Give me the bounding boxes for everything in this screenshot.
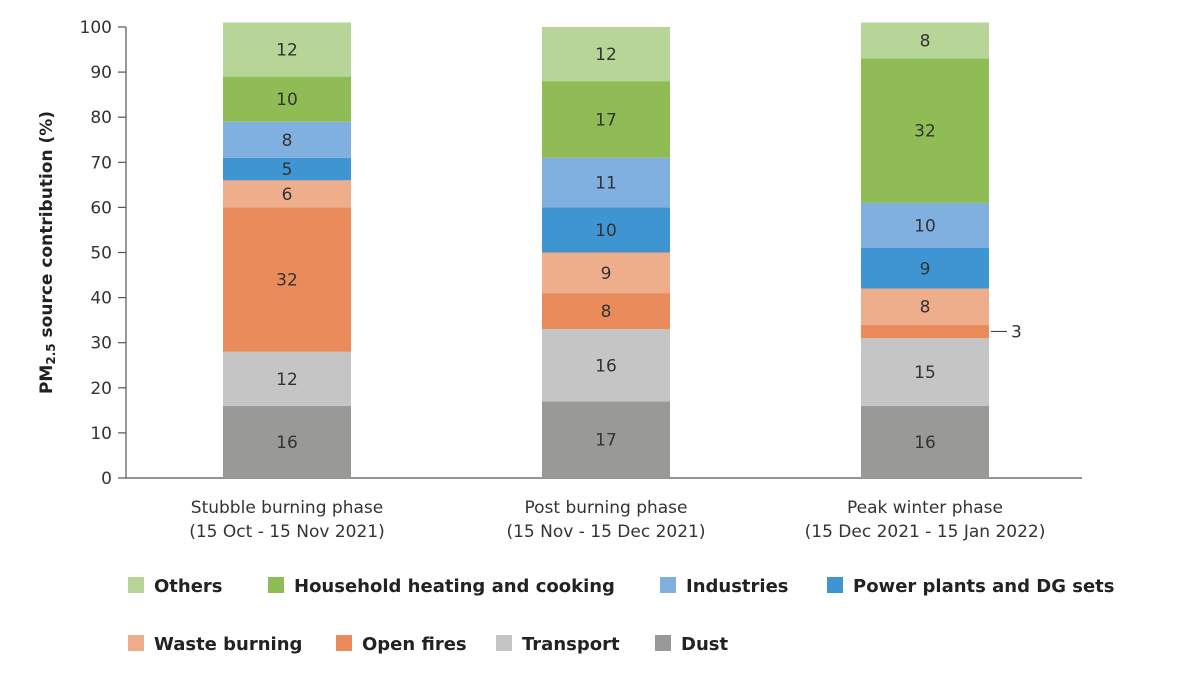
bar-segment-transport xyxy=(542,329,670,402)
y-tick-label: 70 xyxy=(90,153,112,173)
legend-label: Household heating and cooking xyxy=(294,576,615,597)
legend-item-dust: Dust xyxy=(655,634,728,655)
data-label: 32 xyxy=(914,122,936,142)
bar-segment-open-fires xyxy=(861,324,989,339)
data-label: 12 xyxy=(276,41,298,61)
legend-item-industries: Industries xyxy=(660,576,789,597)
legend-item-power-plants-and-dg-sets: Power plants and DG sets xyxy=(827,576,1114,597)
x-category-label: Post burning phase xyxy=(525,498,688,518)
legend-label: Industries xyxy=(686,576,789,597)
data-label: 12 xyxy=(595,45,617,65)
axes: 0 10 20 30 40 50 60 70 80 90 100 PM2.5 source contr… xyxy=(37,18,1082,542)
y-tick-label: 80 xyxy=(90,108,112,128)
y-tick-label: 20 xyxy=(90,379,112,399)
x-category-label: Peak winter phase xyxy=(847,498,1003,518)
bar-segment-waste-burning xyxy=(223,180,351,208)
legend-label: Transport xyxy=(522,634,620,655)
bar-segment-power-plants-and-dg-sets xyxy=(861,247,989,289)
bar-segment-transport xyxy=(223,351,351,406)
y-tick-label: 10 xyxy=(90,424,112,444)
data-label: 8 xyxy=(282,131,293,151)
bar-segment-dust xyxy=(223,405,351,478)
x-category-label: (15 Nov - 15 Dec 2021) xyxy=(506,522,705,542)
x-category-label: Stubble burning phase xyxy=(191,498,383,518)
bar-segment-open-fires xyxy=(223,207,351,352)
labels: 16 12 32 6 5 8 10 12 17 16 8 9 10 11 17 12 16 15 3 8 9 10 32 8 xyxy=(276,32,1022,453)
legend-swatch xyxy=(660,577,676,593)
legend-item-waste-burning: Waste burning xyxy=(128,634,302,655)
data-label: 8 xyxy=(601,302,612,322)
bar-segment-dust xyxy=(542,401,670,478)
data-label: 15 xyxy=(914,363,936,383)
data-label: 5 xyxy=(282,160,293,180)
legend-swatch xyxy=(827,577,843,593)
data-label: 16 xyxy=(914,433,936,453)
data-label: 9 xyxy=(920,259,931,279)
data-label: 32 xyxy=(276,271,298,291)
legend-swatch xyxy=(496,635,512,651)
y-axis-label: PM2.5 source contribution (%) xyxy=(37,111,58,394)
data-label: 10 xyxy=(914,216,936,236)
legend-swatch xyxy=(128,635,144,651)
bar-segment-dust xyxy=(861,405,989,478)
bar-segment-others xyxy=(223,22,351,77)
y-tick-label: 90 xyxy=(90,63,112,83)
legend-swatch xyxy=(268,577,284,593)
bar-segment-transport xyxy=(861,338,989,406)
data-label: 8 xyxy=(920,298,931,318)
data-label: 8 xyxy=(920,32,931,52)
data-label: 9 xyxy=(601,264,612,284)
data-label: 10 xyxy=(595,221,617,241)
legend-swatch xyxy=(336,635,352,651)
bar-segment-industries xyxy=(223,121,351,158)
legend-label: Waste burning xyxy=(154,634,302,655)
legend-swatch xyxy=(128,577,144,593)
data-label: 12 xyxy=(276,370,298,390)
data-label: 17 xyxy=(595,431,617,451)
bars xyxy=(223,22,989,478)
legend: Others Household heating and cooking Indus… xyxy=(128,576,1114,655)
legend-item-transport: Transport xyxy=(496,634,620,655)
y-tick-label: 50 xyxy=(90,244,112,264)
bar-segment-household-heating-and-cooking xyxy=(223,76,351,122)
bar-segment-power-plants-and-dg-sets xyxy=(542,207,670,253)
bar-segment-waste-burning xyxy=(861,288,989,325)
x-category-label: (15 Dec 2021 - 15 Jan 2022) xyxy=(805,522,1046,542)
y-tick-label: 60 xyxy=(90,198,112,218)
data-label: 3 xyxy=(1011,322,1022,342)
y-tick-label: 40 xyxy=(90,289,112,309)
bar-segment-household-heating-and-cooking xyxy=(542,81,670,158)
bar-segment-power-plants-and-dg-sets xyxy=(223,157,351,181)
legend-label: Others xyxy=(154,576,223,597)
legend-swatch xyxy=(655,635,671,651)
bar-segment-open-fires xyxy=(542,293,670,330)
legend-item-open-fires: Open fires xyxy=(336,634,467,655)
legend-item-household-heating-and-cooking: Household heating and cooking xyxy=(268,576,615,597)
data-label: 16 xyxy=(595,356,617,376)
data-label: 6 xyxy=(282,185,293,205)
x-category-label: (15 Oct - 15 Nov 2021) xyxy=(189,522,385,542)
y-tick-label: 100 xyxy=(80,18,112,38)
legend-label: Dust xyxy=(681,634,728,655)
data-label: 17 xyxy=(595,110,617,130)
bar-segment-industries xyxy=(542,157,670,208)
bar-segment-household-heating-and-cooking xyxy=(861,58,989,203)
bar-segment-waste-burning xyxy=(542,252,670,294)
bar-segment-industries xyxy=(861,202,989,248)
legend-label: Open fires xyxy=(362,634,467,655)
legend-item-others: Others xyxy=(128,576,223,597)
y-tick-label: 30 xyxy=(90,334,112,354)
data-label: 10 xyxy=(276,90,298,110)
y-tick-label: 0 xyxy=(101,469,112,489)
data-label: 11 xyxy=(595,174,617,194)
data-label: 16 xyxy=(276,433,298,453)
bar-segment-others xyxy=(542,27,670,82)
bar-segment-others xyxy=(861,22,989,59)
legend-label: Power plants and DG sets xyxy=(853,576,1114,597)
